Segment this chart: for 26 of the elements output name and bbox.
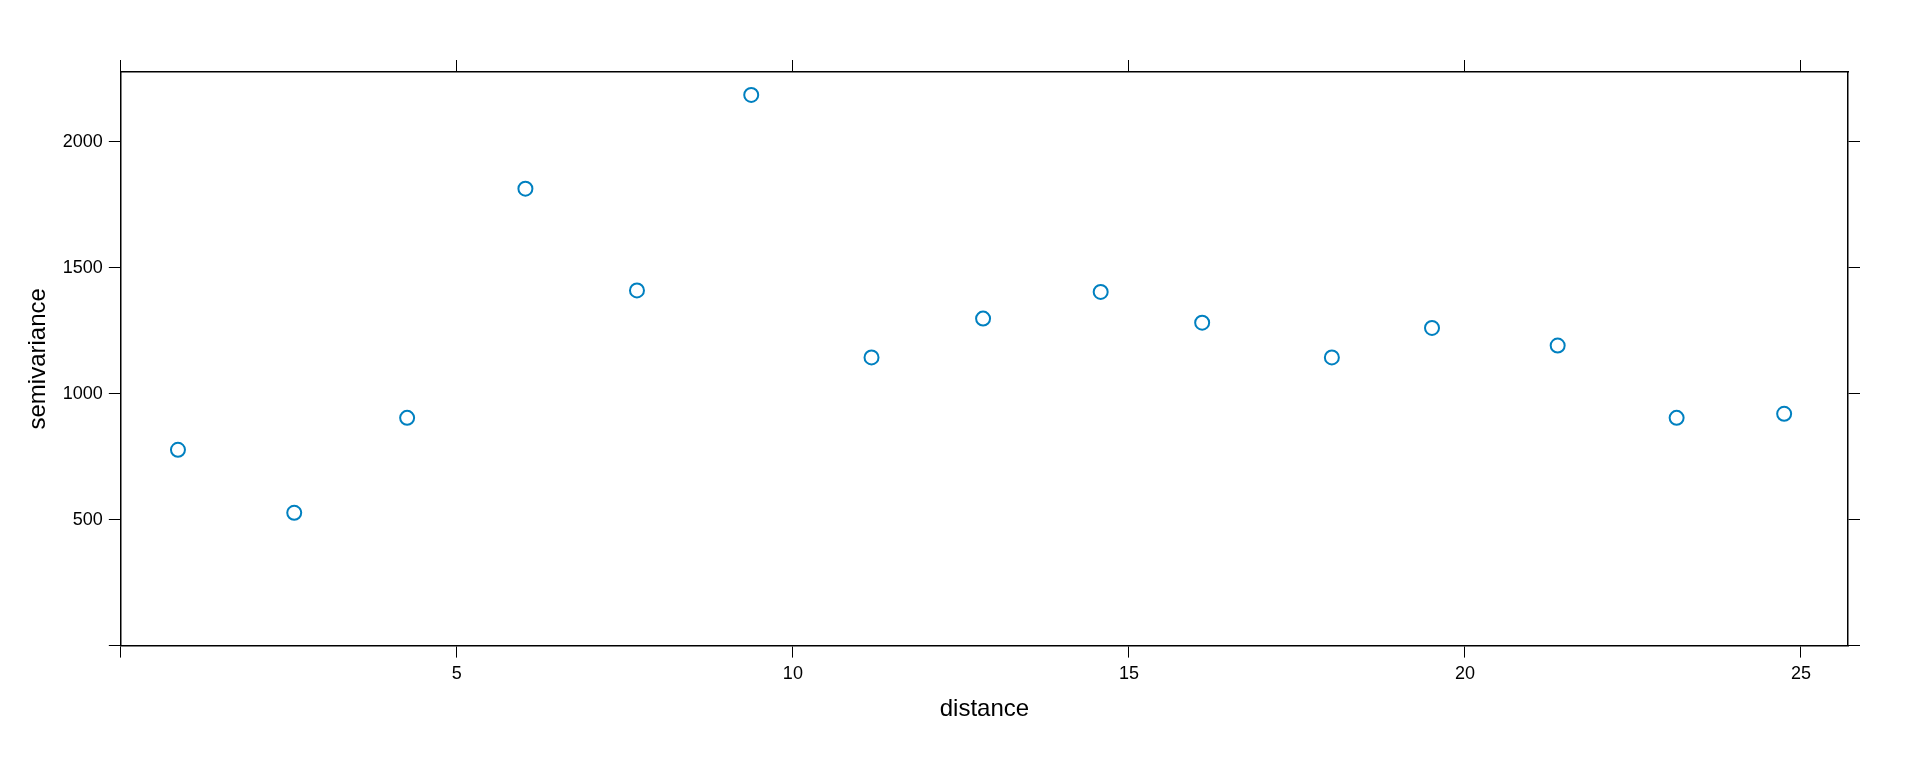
point: [1776, 405, 1793, 422]
x-tick-label: 10: [782, 663, 803, 684]
point: [863, 349, 880, 366]
y-tick-label: 1000: [62, 382, 103, 403]
point: [399, 409, 416, 426]
point: [975, 310, 992, 327]
x-axis-title: distance: [939, 694, 1030, 722]
point: [1668, 409, 1685, 426]
y-axis-title: semivariance: [23, 288, 51, 430]
x-tick-label: 5: [451, 663, 462, 684]
y-tick-label: 1500: [62, 256, 103, 277]
x-tick-label: 25: [1790, 663, 1811, 684]
x-tick-label: 15: [1118, 663, 1139, 684]
point: [1092, 283, 1109, 300]
point: [1424, 319, 1440, 336]
point: [517, 180, 534, 197]
y-tick-label: 2000: [62, 130, 103, 151]
point: [743, 86, 760, 103]
point: [1323, 349, 1340, 366]
point: [169, 441, 186, 458]
point: [1549, 337, 1566, 354]
x-tick-label: 20: [1454, 663, 1475, 684]
point: [1194, 314, 1211, 331]
point: [628, 282, 645, 299]
point: [286, 504, 303, 521]
y-tick-label: 500: [72, 508, 103, 529]
